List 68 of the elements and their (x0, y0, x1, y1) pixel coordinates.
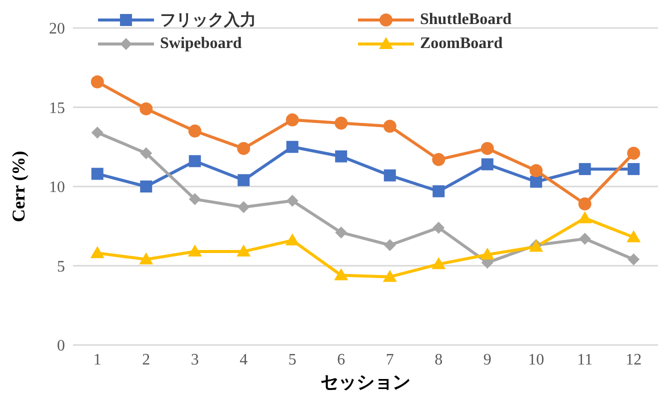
point (432, 222, 445, 234)
point (628, 163, 640, 176)
point (236, 244, 251, 256)
point (384, 169, 396, 182)
y-axis-title: Cerr (%) (8, 150, 28, 222)
y-tick-label: 5 (57, 258, 65, 276)
y-tick-label: 20 (49, 20, 65, 38)
point (140, 180, 152, 192)
x-tick-label: 1 (93, 351, 102, 368)
point (91, 168, 104, 180)
x-tick-label: 4 (240, 351, 248, 368)
point (286, 113, 299, 126)
point (480, 142, 494, 155)
point (188, 124, 202, 138)
point (432, 185, 445, 198)
point (335, 150, 348, 162)
point (481, 158, 494, 170)
x-tick-label: 5 (288, 351, 296, 368)
x-tick-label: 6 (337, 351, 346, 368)
point (334, 268, 348, 280)
point (238, 201, 250, 214)
point (578, 232, 591, 245)
point (139, 252, 154, 264)
point (480, 248, 494, 260)
point (188, 193, 201, 206)
x-axis-title: セッション (320, 372, 410, 392)
point (140, 147, 152, 160)
point (90, 75, 104, 88)
point (188, 244, 202, 256)
point (432, 257, 446, 270)
x-tick-label: 12 (626, 351, 642, 368)
point (286, 194, 298, 207)
point (334, 116, 348, 130)
y-tick-label: 10 (49, 179, 65, 196)
point (140, 102, 153, 116)
point (432, 153, 446, 166)
point (530, 176, 542, 188)
point (626, 230, 641, 242)
point (90, 246, 104, 258)
x-tick-label: 9 (483, 351, 492, 368)
x-tick-label: 3 (190, 351, 199, 368)
point (578, 211, 592, 224)
x-tick-label: 2 (142, 351, 150, 368)
point (383, 120, 396, 133)
point (627, 146, 640, 160)
point (237, 142, 250, 155)
y-tick-label: 0 (57, 338, 65, 355)
x-tick-label: 7 (386, 351, 394, 368)
x-tick-label: 8 (434, 351, 443, 368)
point (335, 226, 348, 238)
legend-label: ZoomBoard (420, 35, 503, 53)
point (384, 239, 396, 252)
point (578, 163, 591, 176)
point (238, 174, 250, 186)
point (530, 164, 543, 178)
point (286, 140, 298, 153)
point (91, 126, 104, 139)
legend-label: フリック入力 (160, 10, 256, 30)
point (628, 253, 640, 266)
point (188, 155, 201, 168)
legend-label: Swipeboard (160, 35, 242, 53)
x-tick-label: 11 (577, 351, 593, 368)
legend-label: ShuttleBoard (420, 11, 512, 29)
point (578, 197, 592, 210)
point (285, 233, 300, 246)
x-tick-label: 10 (528, 351, 544, 368)
point (382, 270, 397, 282)
y-tick-label: 15 (49, 100, 65, 117)
